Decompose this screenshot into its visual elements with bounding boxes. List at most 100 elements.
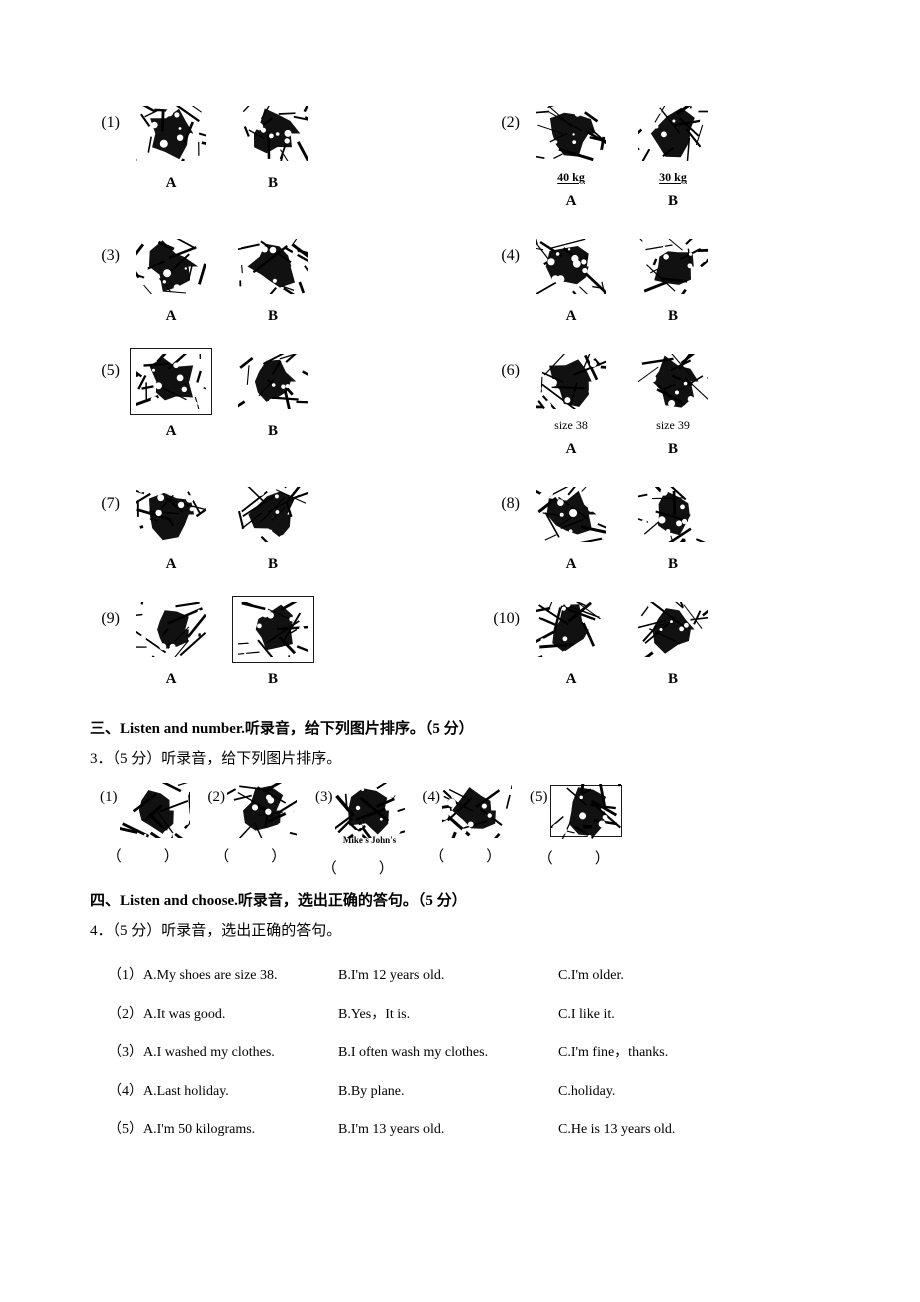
option-letter: A xyxy=(166,419,177,443)
option-letter: A xyxy=(566,437,577,461)
option-cell: B xyxy=(232,348,314,443)
picture-box xyxy=(232,100,314,167)
strip-number: (5) xyxy=(530,785,548,809)
option-c: C.I'm fine，thanks. xyxy=(558,1034,738,1072)
question-number: (8) xyxy=(490,481,520,517)
option-pair: AB xyxy=(530,233,830,328)
image-pair-row: (6) size 38 Asize 39 B xyxy=(490,348,830,461)
picture-icon xyxy=(536,106,606,161)
picture-icon xyxy=(136,602,206,657)
option-cell: size 39 B xyxy=(632,348,714,461)
blank-parentheses: （ ） xyxy=(107,845,183,869)
option-letter: B xyxy=(668,667,678,691)
section4-instr: 4．（5 分）听录音，选出正确的答句。 xyxy=(90,919,830,943)
picture-box xyxy=(232,481,314,548)
option-letter: B xyxy=(268,419,278,443)
picture-icon xyxy=(238,354,308,409)
picture-box xyxy=(232,348,314,415)
section2-grid: (1)AB(2)40 kgA30 kgB(3)AB(4)AB(5)AB(6)si… xyxy=(90,100,830,691)
option-cell: B xyxy=(232,233,314,328)
option-letter: A xyxy=(166,304,177,328)
picture-box xyxy=(130,596,212,663)
blank-parentheses: （ ） xyxy=(214,845,290,869)
option-a: （4）A.Last holiday. xyxy=(108,1073,338,1111)
option-cell: A xyxy=(130,481,212,576)
strip-top: (5) xyxy=(530,785,622,837)
image-pair-row: (8)AB xyxy=(490,481,830,576)
picture-icon xyxy=(238,602,308,657)
option-cell: B xyxy=(632,481,714,576)
picture-box xyxy=(530,481,612,548)
option-cell: A xyxy=(530,481,612,576)
page: (1)AB(2)40 kgA30 kgB(3)AB(4)AB(5)AB(6)si… xyxy=(0,0,920,1239)
image-pair-row: (2) 40 kgA30 kgB xyxy=(490,100,830,213)
picture-icon xyxy=(638,602,708,657)
picture-icon xyxy=(238,239,308,294)
picture-caption: size 38 xyxy=(554,419,588,433)
option-pair: size 38 Asize 39 B xyxy=(530,348,830,461)
picture-icon xyxy=(536,354,606,409)
picture-caption: 30 kg xyxy=(659,171,687,185)
picture-box xyxy=(632,481,714,548)
picture-icon xyxy=(638,106,708,161)
question-number: (6) xyxy=(490,348,520,384)
strip-top: (1) xyxy=(100,785,190,835)
picture-icon xyxy=(638,487,708,542)
option-cell: 30 kgB xyxy=(632,100,714,213)
option-cell: A xyxy=(130,596,212,691)
picture-icon xyxy=(238,106,308,161)
option-letter: B xyxy=(668,437,678,461)
option-letter: A xyxy=(166,171,177,195)
section3-strip: (1)（ ）(2)（ ）(3)Mike's John's（ ）(4)（ ）(5)… xyxy=(100,785,830,881)
picture-icon xyxy=(638,239,708,294)
picture-icon xyxy=(136,239,206,294)
strip-top: (3) Mike's John's xyxy=(315,785,405,847)
picture-box xyxy=(632,596,714,663)
picture-box xyxy=(232,233,314,300)
picture-icon xyxy=(227,783,297,838)
question-number: (2) xyxy=(490,100,520,136)
option-a: （2）A.It was good. xyxy=(108,996,338,1034)
picture-icon xyxy=(120,783,190,838)
picture-icon xyxy=(536,239,606,294)
option-cell: A xyxy=(130,348,212,443)
option-a: （5）A.I'm 50 kilograms. xyxy=(108,1111,338,1149)
picture-caption: 40 kg xyxy=(557,171,585,185)
picture-box xyxy=(632,348,714,415)
picture-icon xyxy=(335,783,405,838)
table-row: （2）A.It was good.B.Yes，It is.C.I like it… xyxy=(108,996,738,1034)
strip-micro-caption: Mike's John's xyxy=(343,833,396,847)
picture-box xyxy=(632,100,714,167)
option-letter: A xyxy=(566,667,577,691)
option-c: C.I like it. xyxy=(558,996,738,1034)
picture-caption: size 39 xyxy=(656,419,690,433)
option-cell: 40 kgA xyxy=(530,100,612,213)
strip-picture-col xyxy=(550,785,622,837)
option-cell: A xyxy=(530,596,612,691)
option-a: （1）A.My shoes are size 38. xyxy=(108,957,338,995)
option-cell: B xyxy=(232,481,314,576)
question-number: (7) xyxy=(90,481,120,517)
picture-box xyxy=(632,233,714,300)
option-pair: AB xyxy=(530,481,830,576)
picture-box xyxy=(130,348,212,415)
strip-number: (3) xyxy=(315,785,333,809)
option-pair: AB xyxy=(130,481,430,576)
strip-number: (1) xyxy=(100,785,118,809)
picture-icon xyxy=(442,783,512,838)
strip-picture-box xyxy=(442,785,512,835)
option-cell: B xyxy=(232,596,314,691)
picture-box xyxy=(530,596,612,663)
picture-icon xyxy=(638,354,708,409)
image-pair-row: (10)AB xyxy=(490,596,830,691)
option-b: B.I often wash my clothes. xyxy=(338,1034,558,1072)
option-b: B.By plane. xyxy=(338,1073,558,1111)
table-row: （4）A.Last holiday.B.By plane.C.holiday. xyxy=(108,1073,738,1111)
blank-parentheses: （ ） xyxy=(429,845,505,869)
table-row: （3）A.I washed my clothes.B.I often wash … xyxy=(108,1034,738,1072)
option-letter: B xyxy=(668,552,678,576)
picture-icon xyxy=(536,487,606,542)
question-number: (4) xyxy=(490,233,520,269)
strip-picture-col xyxy=(227,785,297,835)
option-pair: AB xyxy=(130,100,430,195)
